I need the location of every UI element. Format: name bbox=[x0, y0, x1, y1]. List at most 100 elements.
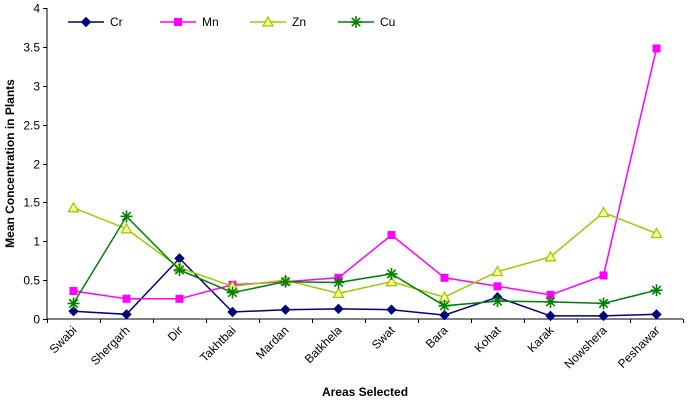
series-mn bbox=[69, 44, 661, 303]
x-tick-label: Swat bbox=[369, 323, 398, 352]
series-zn-point bbox=[120, 222, 133, 234]
series-cu-point bbox=[279, 275, 292, 288]
series-cr-point bbox=[598, 310, 609, 322]
x-tick-label: Dir bbox=[165, 323, 186, 344]
series-cr-point bbox=[651, 309, 662, 320]
star-stroke bbox=[121, 211, 132, 222]
series-mn-point bbox=[440, 273, 449, 282]
legend-zn-marker bbox=[261, 15, 275, 27]
y-tick-label: 0.5 bbox=[23, 274, 40, 288]
series-cu-point bbox=[385, 267, 398, 280]
series-cr-point bbox=[439, 309, 450, 321]
star-stroke bbox=[68, 298, 79, 309]
star-stroke bbox=[280, 276, 291, 287]
y-axis-ticks: 0 0.5 1 1.5 2 2.5 3 3.5 4 bbox=[23, 2, 47, 327]
series-mn-point bbox=[493, 282, 502, 291]
series-mn-point bbox=[546, 290, 555, 299]
series-zn-point bbox=[385, 275, 398, 287]
series-cr-point bbox=[280, 304, 291, 315]
series-cr-point bbox=[227, 306, 238, 318]
x-axis-ticks: Swabi Shergarh Dir Takhtbai Mardan Batkhela Sw… bbox=[47, 319, 684, 371]
x-tick-label: Kohat bbox=[472, 323, 505, 356]
x-tick-label: Takhtbai bbox=[197, 323, 239, 365]
legend-item-cr: Cr bbox=[68, 15, 123, 29]
x-tick-label: Bara bbox=[423, 323, 451, 351]
series-mn-point bbox=[69, 287, 78, 296]
series-cr-point bbox=[68, 306, 79, 317]
y-tick-label: 3 bbox=[33, 80, 40, 94]
legend-cr-label: Cr bbox=[110, 15, 123, 29]
legend-item-mn: Mn bbox=[160, 15, 219, 29]
star-stroke bbox=[333, 277, 344, 288]
star-stroke bbox=[386, 269, 397, 279]
star-stroke bbox=[545, 297, 556, 307]
series-cr-point bbox=[386, 304, 397, 315]
series-zn-point bbox=[67, 201, 80, 213]
series-group bbox=[67, 44, 663, 322]
legend-zn-label: Zn bbox=[292, 15, 306, 29]
legend-cu-label: Cu bbox=[380, 15, 395, 29]
x-tick-label: Karak bbox=[525, 323, 558, 356]
star-stroke bbox=[492, 296, 503, 306]
series-cr-point bbox=[333, 303, 344, 315]
x-axis-title: Areas Selected bbox=[322, 385, 408, 399]
axes bbox=[46, 8, 683, 320]
series-mn-point bbox=[387, 231, 396, 240]
series-cu-point bbox=[491, 295, 504, 308]
series-zn-point bbox=[650, 227, 663, 239]
legend: Cr Mn Zn Cu bbox=[68, 15, 395, 29]
y-tick-label: 2.5 bbox=[23, 119, 40, 133]
series-mn-point bbox=[599, 271, 608, 280]
x-tick-label: Shergarh bbox=[88, 323, 133, 368]
legend-item-cu: Cu bbox=[338, 15, 395, 29]
y-tick-label: 1.5 bbox=[23, 196, 40, 210]
x-tick-label: Batkhela bbox=[302, 323, 345, 366]
series-cu-point bbox=[173, 264, 186, 277]
series-zn-point bbox=[544, 250, 557, 262]
legend-item-zn: Zn bbox=[250, 15, 306, 29]
series-cu-point bbox=[120, 210, 133, 223]
series-cr bbox=[68, 253, 662, 322]
series-mn-point bbox=[652, 44, 661, 53]
series-zn-point bbox=[332, 287, 345, 298]
star-stroke bbox=[651, 285, 662, 295]
x-tick-label: Peshawar bbox=[615, 323, 663, 371]
legend-mn-marker bbox=[174, 18, 182, 26]
series-cu-point bbox=[67, 297, 80, 310]
star-stroke bbox=[174, 265, 185, 275]
series-zn-point bbox=[491, 265, 504, 277]
star-stroke bbox=[227, 287, 238, 298]
star-stroke bbox=[351, 17, 361, 27]
star-stroke bbox=[439, 301, 450, 311]
series-cu-point bbox=[597, 297, 610, 310]
legend-cr-marker bbox=[80, 16, 92, 28]
series-cr-line bbox=[73, 257, 657, 317]
y-axis-title: Mean Concentration in Plants bbox=[3, 79, 17, 248]
x-tick-label: Swabi bbox=[47, 323, 80, 356]
y-tick-label: 3.5 bbox=[23, 41, 40, 55]
x-tick-label: Nowshera bbox=[562, 323, 610, 371]
x-tick-label: Mardan bbox=[253, 323, 292, 362]
series-cu-point bbox=[226, 286, 239, 299]
series-cu-point bbox=[650, 284, 663, 297]
series-cu-line bbox=[72, 215, 657, 307]
series-mn-point bbox=[175, 294, 184, 303]
y-tick-label: 2 bbox=[33, 158, 40, 172]
series-cr-point bbox=[121, 309, 132, 320]
series-zn-point bbox=[597, 206, 610, 218]
series-cu-point bbox=[332, 276, 345, 289]
y-tick-label: 4 bbox=[33, 2, 40, 16]
series-cr-point bbox=[545, 310, 556, 322]
series-mn-point bbox=[122, 294, 131, 303]
series-cu bbox=[67, 210, 663, 312]
y-tick-label: 0 bbox=[33, 313, 40, 327]
series-zn-line bbox=[73, 207, 657, 299]
legend-mn-label: Mn bbox=[202, 15, 219, 29]
legend-cu-marker bbox=[350, 16, 362, 28]
star-stroke bbox=[598, 298, 609, 309]
series-mn-line bbox=[73, 48, 658, 300]
series-cu-point bbox=[544, 295, 557, 308]
series-cu-point bbox=[438, 299, 451, 312]
y-tick-label: 1 bbox=[33, 235, 40, 249]
